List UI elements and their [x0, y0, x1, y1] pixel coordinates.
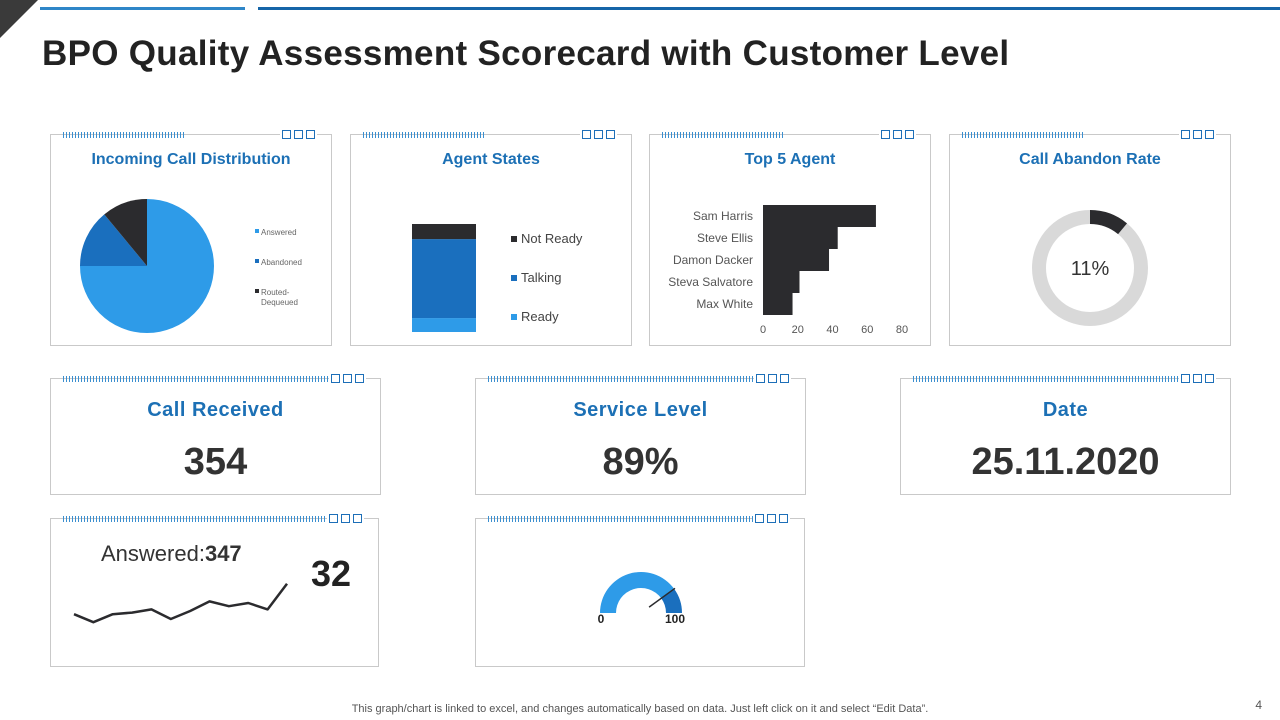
pie-slice-abandoned: [80, 214, 147, 266]
category-label-steve-ellis: Steve Ellis: [697, 231, 753, 245]
card-tick-decoration: [488, 516, 753, 522]
x-tick-0: 0: [760, 324, 766, 336]
date-value: 25.11.2020: [971, 441, 1160, 483]
card-agent-states[interactable]: Agent States Not Ready Talking Ready: [350, 130, 632, 346]
card-tick-decoration: [63, 516, 328, 522]
service-gauge[interactable]: 0 100: [476, 519, 806, 668]
card-menu-icon[interactable]: [879, 130, 916, 139]
bar-max-white: [763, 293, 793, 315]
card-title: Call Received: [147, 399, 284, 421]
answered-value: 347: [204, 541, 242, 566]
legend-swatch-not-ready: [511, 236, 517, 242]
bar-steve-ellis: [763, 227, 838, 249]
card-title: Call Abandon Rate: [1019, 151, 1161, 168]
legend-swatch-abandoned: [255, 259, 259, 263]
answered-line-series: [73, 583, 288, 624]
stack-segment-talking: [412, 239, 476, 319]
card-call-abandon-rate[interactable]: Call Abandon Rate 11%: [949, 130, 1231, 346]
page-title: BPO Quality Assessment Scorecard with Cu…: [42, 34, 1010, 73]
card-title: Service Level: [573, 399, 708, 421]
legend-label-routed: Routed-: [261, 288, 290, 297]
card-menu-icon[interactable]: [329, 374, 366, 383]
legend-swatch-routed-dequeued: [255, 289, 259, 293]
incoming-call-pie-chart[interactable]: Answered Abandoned Routed-Dequeued: [51, 175, 331, 345]
card-menu-icon[interactable]: [753, 514, 790, 523]
legend-label-dequeued: Dequeued: [261, 298, 298, 307]
bar-damon-dacker: [763, 249, 830, 271]
legend-swatch-answered: [255, 229, 259, 233]
category-label-sam-harris: Sam Harris: [693, 209, 753, 223]
category-label-steva-salvatore: Steva Salvatore: [668, 275, 753, 289]
x-tick-80: 80: [896, 324, 908, 336]
card-incoming-call-distribution[interactable]: Incoming Call Distribution Answered Aband…: [50, 130, 332, 346]
gauge-needle: [648, 587, 676, 608]
card-title: Agent States: [442, 151, 540, 168]
x-tick-60: 60: [861, 324, 873, 336]
category-label-damon-dacker: Damon Dacker: [673, 253, 753, 267]
card-menu-icon[interactable]: [327, 514, 364, 523]
card-tick-decoration: [488, 376, 753, 382]
card-menu-icon[interactable]: [754, 374, 791, 383]
card-menu-icon[interactable]: [1179, 130, 1216, 139]
stack-segment-not-ready: [412, 224, 476, 240]
card-answered[interactable]: Answered:347 32: [50, 514, 380, 668]
gauge-min-label: 0: [598, 612, 605, 626]
card-service-level[interactable]: Service Level 89%: [475, 374, 806, 495]
page-number: 4: [1255, 698, 1262, 712]
card-title: Top 5 Agent: [744, 151, 836, 168]
x-tick-20: 20: [792, 324, 804, 336]
answered-label: Answered:347: [101, 541, 242, 567]
agent-states-stacked-bar[interactable]: Not Ready Talking Ready: [351, 175, 631, 345]
card-title: Incoming Call Distribution: [91, 151, 291, 168]
card-gauge[interactable]: 0 100: [475, 514, 806, 668]
legend-label-talking: Talking: [521, 270, 561, 285]
stack-segment-ready: [412, 318, 476, 332]
card-tick-decoration: [913, 376, 1178, 382]
bar-sam-harris: [763, 205, 876, 227]
header-accent-line: [40, 7, 245, 10]
bar-steva-salvatore: [763, 271, 800, 293]
legend-swatch-ready: [511, 314, 517, 320]
card-title: Date: [1042, 399, 1089, 421]
answered-label-text: Answered:: [101, 541, 205, 566]
category-label-max-white: Max White: [696, 297, 753, 311]
abandon-rate-donut[interactable]: 11%: [950, 175, 1230, 345]
answered-sparkline[interactable]: [51, 519, 380, 668]
x-tick-40: 40: [826, 324, 838, 336]
legend-swatch-talking: [511, 275, 517, 281]
secondary-value: 32: [311, 553, 352, 594]
card-menu-icon[interactable]: [280, 130, 317, 139]
legend-label-answered: Answered: [261, 228, 297, 237]
card-tick-decoration: [962, 132, 1084, 138]
card-top-5-agent[interactable]: Top 5 Agent Sam Harris Steve Ellis Damon D…: [649, 130, 931, 346]
card-tick-decoration: [63, 132, 185, 138]
legend-label-ready: Ready: [521, 309, 559, 324]
header-rule: [258, 7, 1280, 10]
card-date[interactable]: Date 25.11.2020: [900, 374, 1231, 495]
footnote: This graph/chart is linked to excel, and…: [351, 703, 929, 715]
pie-slice-routed-dequeued: [104, 199, 147, 266]
top-agent-bar-chart[interactable]: Sam Harris Steve Ellis Damon Dacker Steva S…: [650, 175, 930, 345]
corner-decoration: [0, 0, 38, 38]
gauge-max-label: 100: [665, 612, 685, 626]
legend-label-not-ready: Not Ready: [521, 231, 583, 246]
call-received-value: 354: [183, 441, 248, 483]
service-level-value: 89%: [602, 441, 679, 483]
gauge-filled-arc: [600, 572, 675, 613]
legend-label-abandoned: Abandoned: [261, 258, 302, 267]
card-menu-icon[interactable]: [580, 130, 617, 139]
card-menu-icon[interactable]: [1179, 374, 1216, 383]
donut-arc-abandoned: [1032, 210, 1148, 326]
card-tick-decoration: [63, 376, 328, 382]
card-tick-decoration: [662, 132, 784, 138]
donut-center-label: 11%: [1071, 258, 1110, 280]
card-call-received[interactable]: Call Received 354: [50, 374, 381, 495]
card-tick-decoration: [363, 132, 485, 138]
